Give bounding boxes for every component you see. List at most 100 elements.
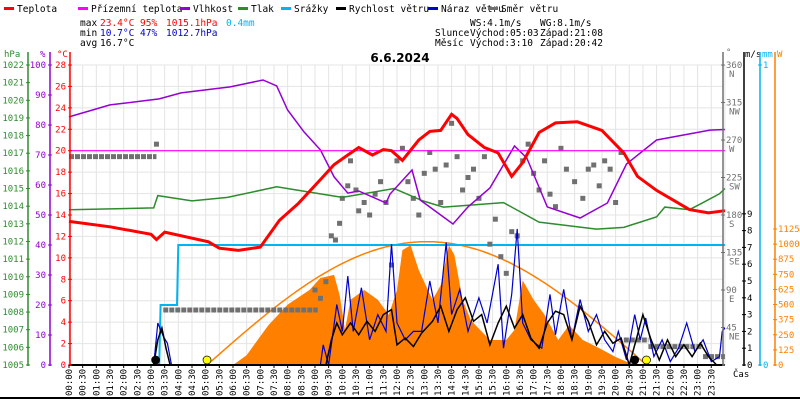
wind-direction-point — [509, 229, 515, 235]
unit-mm: mm — [762, 50, 773, 60]
wind-axis-tick-label: 4 — [747, 294, 752, 304]
wind-gust-max: WG:8.1m/s — [540, 18, 591, 29]
sunrise: Východ:05:03 — [470, 28, 539, 39]
wind-direction-point — [438, 200, 444, 205]
temp-axis-tick-label: 24 — [55, 104, 66, 114]
plot-area — [68, 64, 726, 368]
min-temp: 10.7°C — [100, 28, 134, 39]
x-tick-label: 03:00 — [147, 369, 157, 396]
hpa-axis-tick-label: 1013 — [2, 220, 24, 230]
temp-axis-tick-label: 4 — [61, 318, 66, 328]
legend-item-0: Teplota — [4, 4, 57, 15]
wind-direction-point — [470, 166, 476, 172]
direction-axis-compass-label: N — [729, 70, 734, 80]
wind-direction-point — [454, 154, 460, 160]
humidity-axis-tick-label: 60 — [35, 181, 46, 191]
unit-ms: m/s — [745, 50, 761, 60]
temp-axis-tick-label: 28 — [55, 61, 66, 71]
humidity-axis-tick-label: 50 — [35, 211, 46, 221]
hpa-axis-tick-label: 1007 — [2, 326, 24, 336]
chart-title: 6.6.2024 — [370, 51, 429, 65]
solar-axis-tick-label: 875 — [778, 255, 794, 265]
legend-swatch — [78, 7, 88, 10]
wind-direction-point — [372, 191, 378, 197]
temp-axis-tick-label: 16 — [55, 190, 66, 200]
rain-axis-tick-label: 0 — [763, 361, 768, 371]
hpa-axis-tick-label: 1018 — [2, 132, 24, 142]
x-tick-label: 14:00 — [448, 369, 458, 396]
x-tick-label: 09:30 — [325, 369, 335, 396]
legend-item-1: Přízemní teplota — [78, 4, 183, 15]
wind-direction-point — [410, 195, 416, 201]
hpa-axis-tick-label: 1014 — [2, 202, 24, 212]
x-tick-label: 18:30 — [571, 369, 581, 396]
x-tick-label: 22:00 — [666, 369, 676, 396]
wind-direction-point — [312, 287, 318, 293]
legend-item-3: Tlak — [238, 4, 274, 15]
temp-axis-tick-label: 12 — [55, 232, 66, 242]
wind-direction-point — [323, 279, 329, 285]
hpa-axis-tick-label: 1005 — [2, 361, 24, 371]
pressure-line — [68, 186, 726, 230]
wind-direction-point — [394, 158, 400, 164]
hpa-axis-tick-label: 1009 — [2, 290, 24, 300]
humidity-axis-tick-label: 40 — [35, 241, 46, 251]
x-tick-label: 19:00 — [584, 369, 594, 396]
legend-item-6: Náraz větru — [428, 4, 504, 15]
wind-direction-point — [613, 200, 619, 205]
wind-direction-point — [503, 270, 509, 276]
legend-label: Srážky — [294, 4, 329, 15]
humidity-axis-tick-label: 0 — [41, 361, 46, 371]
hpa-axis-tick-label: 1012 — [2, 237, 24, 247]
x-tick-label: 07:00 — [256, 369, 266, 396]
direction-axis-tick-label: 180 — [726, 211, 742, 221]
rain-axis-tick-label: 1 — [763, 61, 768, 71]
wind-direction-point — [607, 166, 613, 172]
moon-label: Měsíc — [435, 38, 464, 49]
wind-direction-point — [347, 158, 353, 164]
wind-sun-moon-info: WS:4.1m/s WG:8.1m/s Slunce Východ:05:03 … — [435, 18, 603, 49]
moonset: Západ:20:42 — [540, 38, 603, 49]
wind-direction-point — [558, 145, 564, 151]
x-tick-label: 10:30 — [352, 369, 362, 396]
x-tick-label: 17:00 — [530, 369, 540, 396]
max-humidity: 95% — [140, 18, 157, 29]
x-tick-label: 10:00 — [338, 369, 348, 396]
moonset-marker-icon — [630, 355, 640, 365]
x-axis-label: Čas — [733, 368, 749, 380]
hpa-axis-tick-label: 1008 — [2, 308, 24, 318]
x-tick-label: 19:30 — [598, 369, 608, 396]
temp-axis-tick-label: 2 — [61, 340, 66, 350]
wind-direction-point — [536, 187, 542, 193]
wind-axis-tick-label: 9 — [747, 210, 752, 220]
x-tick-label: 12:30 — [407, 369, 417, 396]
hpa-axis-tick-label: 1011 — [2, 255, 24, 265]
min-label: min — [80, 28, 97, 39]
x-tick-label: 08:30 — [297, 369, 307, 396]
wind-speed-line — [69, 296, 725, 368]
x-tick-label: 16:30 — [516, 369, 526, 396]
solar-axis-tick-label: 750 — [778, 270, 794, 280]
wind-direction-point — [388, 262, 394, 268]
avg-label: avg — [80, 38, 97, 49]
temp-axis-tick-label: 20 — [55, 147, 66, 157]
x-tick-label: 07:30 — [270, 369, 280, 396]
wind-direction-point — [465, 175, 471, 180]
wind-direction-point — [432, 166, 438, 172]
wind-direction-point — [449, 120, 455, 126]
x-tick-label: 08:00 — [284, 369, 294, 396]
temp-axis-tick-label: 6 — [61, 297, 66, 307]
direction-axis-compass-label: S — [729, 220, 734, 230]
x-tick-label: 14:30 — [461, 369, 471, 396]
solar-axis-tick-label: 1125 — [778, 225, 800, 235]
direction-axis-compass-label: SW — [729, 183, 740, 193]
wind-direction-point — [339, 195, 345, 201]
wind-axis-tick-label: 1 — [747, 344, 752, 354]
hpa-axis-tick-label: 1017 — [2, 149, 24, 159]
x-tick-label: 13:00 — [420, 369, 430, 396]
wind-direction-point — [443, 162, 449, 168]
direction-axis-compass-label: W — [729, 145, 735, 155]
legend-label: Směr větru — [501, 4, 558, 15]
x-tick-label: 04:30 — [188, 369, 198, 396]
